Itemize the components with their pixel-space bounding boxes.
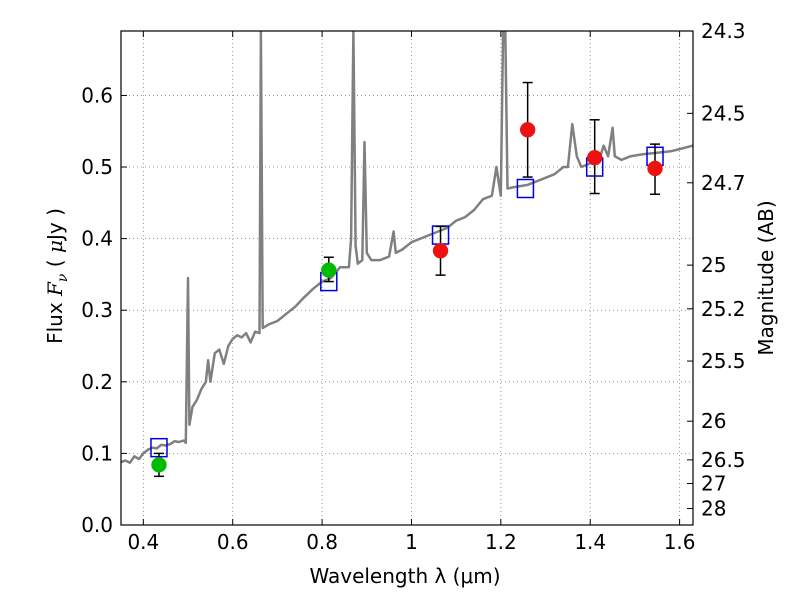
y-tick-label: 0.2	[81, 370, 113, 394]
observed-nir-point	[519, 122, 536, 138]
observed-nir-point	[647, 160, 663, 177]
x-tick-label: 1.6	[664, 530, 696, 554]
y-right-tick-label: 26	[701, 409, 726, 433]
y-tick-label: 0.4	[81, 227, 113, 251]
y-tick-label: 0.6	[81, 83, 113, 107]
observed-nir-point	[432, 243, 449, 259]
y-right-tick-label: 25.2	[701, 297, 746, 321]
y-right-tick-label: 24.3	[701, 19, 746, 43]
y-tick-label: 0.0	[81, 513, 113, 537]
x-tick-label: 0.6	[217, 530, 249, 554]
y-tick-label: 0.3	[81, 298, 113, 322]
y-right-tick-label: 25.5	[701, 349, 746, 373]
y-right-tick-label: 26.5	[701, 448, 746, 472]
x-tick-label: 0.4	[127, 530, 159, 554]
y-right-tick-label: 24.5	[701, 101, 746, 125]
x-tick-label: 1	[405, 530, 418, 554]
y-right-tick-label: 28	[701, 497, 726, 521]
y-tick-label: 0.1	[81, 441, 113, 465]
y-right-tick-label: 27	[701, 471, 726, 495]
y-right-tick-label: 24.7	[701, 171, 746, 195]
model-photometry-square	[516, 178, 535, 199]
x-tick-label: 0.8	[306, 530, 338, 554]
observed-optical-point	[151, 457, 167, 473]
x-axis-label: Wavelength λ (μm)	[309, 564, 500, 588]
plot-frame	[120, 30, 694, 526]
x-tick-label: 1.4	[574, 530, 606, 554]
plot-area	[121, 31, 693, 478]
axis-ticks: 0.4 0.6 0.8 1 1.2 1.4 1.6 0.0 0.1 0.2 0.3 0.4 0.5 0.6…	[81, 19, 745, 554]
model-spectrum-line	[121, 31, 693, 464]
y-right-tick-label: 25	[701, 253, 726, 277]
observed-optical-point	[321, 262, 337, 278]
y-axis-right-label: Magnitude (AB)	[754, 200, 778, 355]
y-tick-label: 0.5	[81, 155, 113, 179]
y-axis-label: Flux Fν ( μJy )	[43, 208, 71, 344]
observed-nir-point	[586, 149, 603, 166]
x-tick-label: 1.2	[485, 530, 517, 554]
